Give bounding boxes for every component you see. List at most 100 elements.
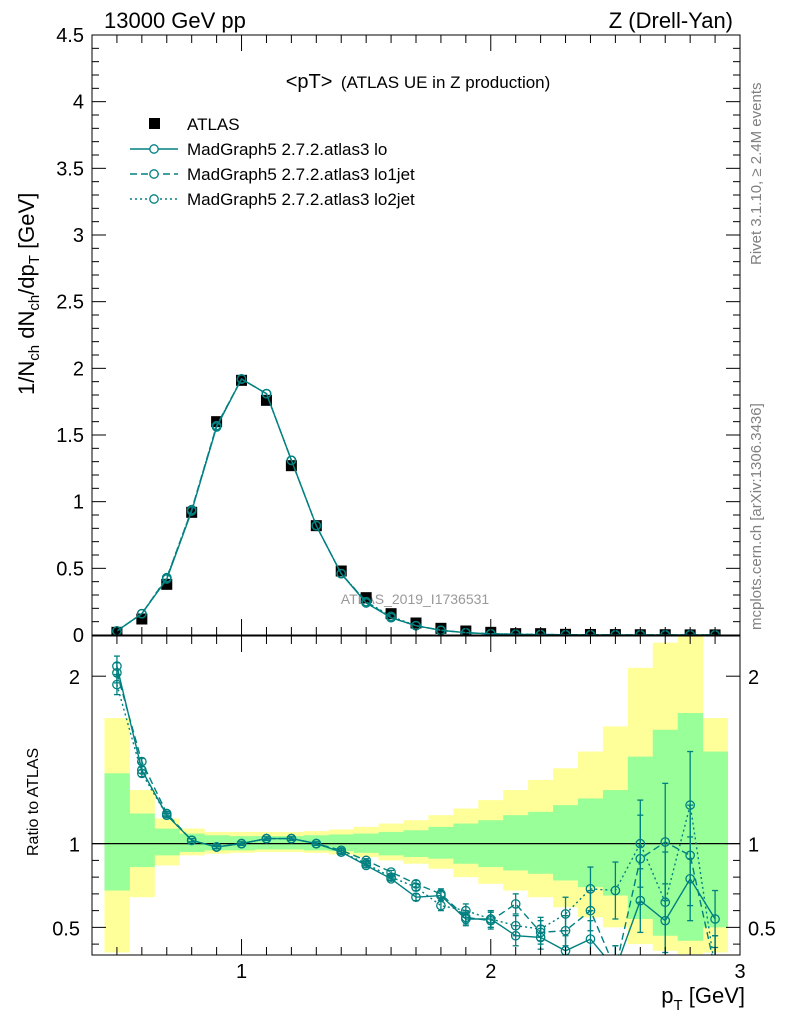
- ratio-series-marker: [585, 934, 596, 944]
- ratio-series-marker: [136, 768, 147, 779]
- y-tick-label: 2: [73, 358, 84, 380]
- ratio-series-marker: [211, 842, 222, 852]
- legend-label: MadGraph5 2.7.2.atlas3 lo1jet: [187, 165, 415, 184]
- y-tick-label: 3: [73, 225, 84, 247]
- uncertainty-band-inner: [129, 813, 155, 868]
- ratio-y-label: Ratio to ATLAS: [25, 748, 42, 856]
- uncertainty-band-inner: [179, 833, 205, 853]
- main-frame: [91, 34, 741, 636]
- ratio-bands: [92, 636, 740, 955]
- ratio-y-tick-label: 2: [69, 667, 80, 689]
- atlas-data-point: [335, 565, 347, 577]
- legend-label: MadGraph5 2.7.2.atlas3 lo: [187, 140, 387, 159]
- ratio-series-marker: [535, 924, 546, 934]
- uncertainty-band-inner: [154, 828, 180, 856]
- legend-marker-dashed: [149, 169, 159, 179]
- main-series-marker: [286, 455, 297, 466]
- legend-marker-atlas: [149, 118, 160, 129]
- main-series-marker: [361, 596, 372, 607]
- ratio-series-marker: [261, 833, 272, 844]
- ratio-series-marker: [186, 835, 197, 846]
- atlas-data-point: [285, 460, 297, 472]
- ratio-series-marker: [660, 837, 671, 847]
- y-tick-label: 2.5: [56, 292, 84, 314]
- ratio-series-marker: [585, 884, 596, 894]
- main-series-marker: [161, 572, 172, 583]
- main-series-marker: [112, 626, 122, 635]
- watermark: ATLAS_2019_I1736531: [341, 591, 490, 607]
- mcplots-label: mcplots.cern.ch [arXiv:1306.3436]: [748, 403, 765, 630]
- y-tick-label: 4: [73, 92, 84, 114]
- main-series-marker: [186, 504, 197, 515]
- main-series-marker: [236, 374, 247, 384]
- ratio-series-marker: [460, 905, 471, 916]
- uncertainty-band-inner: [528, 811, 554, 874]
- main-series-marker: [386, 611, 396, 622]
- ratio-series-marker: [660, 897, 671, 908]
- ratio-series-marker: [685, 800, 696, 810]
- y-tick-label: 1: [73, 492, 84, 514]
- ratio-series-marker: [710, 914, 720, 924]
- x-tick-label: 2: [485, 961, 496, 983]
- ratio-series-marker: [311, 838, 322, 849]
- header-left: 13000 GeV pp: [104, 8, 246, 33]
- ratio-series-marker: [411, 882, 421, 893]
- legend: ATLAS MadGraph5 2.7.2.atlas3 lo MadGraph5 …: [130, 115, 415, 209]
- ratio-series-marker: [611, 965, 619, 973]
- ratio-panel: 0.5 0.5 1 1 2 2 1 2 3 Ratio to ATLAS pT [GeV]: [25, 635, 776, 1014]
- ratio-series-marker: [635, 838, 646, 849]
- ratio-frame: [91, 635, 741, 956]
- ratio-series-marker: [361, 858, 372, 869]
- ratio-series-marker: [136, 756, 147, 767]
- ratio-series-marker: [436, 889, 446, 899]
- rivet-label: Rivet 3.1.10, ≥ 2.4M events: [748, 83, 765, 266]
- uncertainty-band-inner: [328, 834, 355, 852]
- uncertainty-band-inner: [503, 815, 529, 871]
- ratio-y-tick-label: 0.5: [52, 918, 80, 940]
- atlas-data-point: [161, 578, 173, 590]
- ratio-y-tick-label-right: 1: [748, 835, 759, 857]
- legend-marker-solid: [149, 144, 159, 154]
- y-axis-label: 1/Nch dNch/dpT [GeV]: [14, 193, 43, 395]
- ratio-series-marker: [510, 920, 521, 931]
- ratio-y-tick-label: 1: [69, 835, 80, 857]
- ratio-series-marker: [560, 909, 571, 919]
- uncertainty-band-inner: [428, 826, 454, 859]
- ratio-series-marker: [336, 847, 347, 857]
- x-tick-label: 3: [734, 961, 745, 983]
- ratio-series-marker: [411, 892, 421, 903]
- legend-label: MadGraph5 2.7.2.atlas3 lo2jet: [187, 190, 415, 209]
- legend-marker-dotted: [149, 194, 159, 204]
- ratio-series-group: [112, 655, 720, 973]
- ratio-series-marker: [236, 838, 247, 849]
- ratio-series-marker: [436, 900, 446, 911]
- ratio-series-marker: [485, 914, 496, 924]
- ratio-ticks: 0.5 0.5 1 1 2 2 1 2 3: [52, 636, 776, 983]
- x-tick-label: 1: [236, 961, 247, 983]
- ratio-series-marker: [711, 965, 719, 973]
- header-right: Z (Drell-Yan): [609, 8, 733, 33]
- main-series-marker: [311, 520, 322, 531]
- ratio-series-marker: [286, 833, 297, 844]
- main-panel: ATLAS_2019_I1736531 0 0.5 1 1.5 2 2.5 3 3.5 4 4.5…: [14, 25, 741, 647]
- ratio-series-marker: [161, 810, 172, 821]
- ratio-series-marker: [560, 945, 571, 955]
- ratio-series-marker: [510, 899, 521, 909]
- ratio-series-marker: [611, 965, 619, 973]
- y-tick-label: 4.5: [56, 25, 84, 47]
- y-tick-label: 3.5: [56, 158, 84, 180]
- uncertainty-band-inner: [553, 805, 579, 881]
- y-tick-label: 1.5: [56, 425, 84, 447]
- legend-label: ATLAS: [187, 115, 240, 134]
- main-series-marker: [136, 608, 147, 619]
- ratio-y-tick-label-right: 0.5: [748, 918, 776, 940]
- main-series-marker: [261, 388, 272, 399]
- uncertainty-band-inner: [104, 773, 130, 891]
- ratio-series-marker: [112, 679, 122, 690]
- atlas-data-point: [410, 617, 422, 629]
- main-y-ticks: 0 0.5 1 1.5 2 2.5 3 3.5 4 4.5: [56, 25, 740, 647]
- main-series-marker: [336, 568, 347, 579]
- main-title: <pT> (ATLAS UE in Z production): [286, 71, 551, 93]
- ratio-y-tick-label-right: 2: [748, 667, 759, 689]
